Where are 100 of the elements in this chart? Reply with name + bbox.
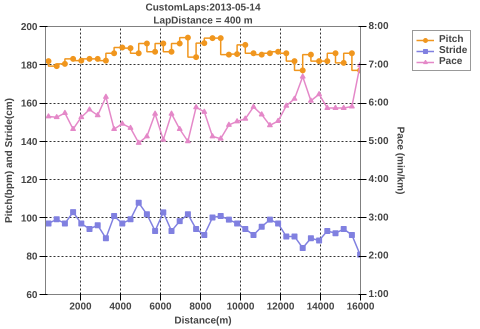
point — [275, 220, 282, 226]
point — [258, 52, 265, 58]
point — [119, 44, 126, 51]
point — [54, 216, 60, 222]
point — [234, 118, 240, 124]
point — [78, 58, 84, 64]
point — [210, 35, 216, 42]
point — [176, 218, 183, 224]
point — [348, 103, 355, 108]
point — [128, 216, 134, 222]
point — [283, 50, 290, 56]
point — [210, 132, 216, 138]
point — [300, 73, 306, 79]
x-tick-label: 6000 — [149, 302, 172, 312]
point — [308, 235, 314, 242]
point — [144, 132, 150, 138]
point — [226, 52, 232, 58]
point — [332, 50, 338, 56]
point — [128, 45, 134, 52]
point — [234, 220, 240, 226]
y-tick-label: 120 — [20, 175, 38, 186]
point — [324, 58, 330, 64]
point — [193, 104, 200, 110]
point — [168, 110, 174, 116]
point — [266, 122, 273, 128]
point — [201, 40, 208, 46]
point — [144, 40, 150, 47]
y-tick-label: 140 — [20, 136, 38, 148]
point — [152, 228, 158, 234]
point — [62, 220, 68, 226]
y2-axis-title: Pace (min/km) — [394, 126, 406, 194]
legend-label: Pace — [439, 56, 462, 67]
point — [62, 60, 68, 67]
point — [176, 40, 183, 47]
point — [324, 228, 330, 234]
point — [136, 140, 142, 145]
point — [210, 214, 216, 221]
point — [242, 226, 248, 232]
point — [266, 50, 273, 56]
legend-label: Stride — [439, 45, 468, 56]
point — [70, 209, 76, 216]
point — [176, 126, 183, 132]
y2-tick-label: 8:00 — [368, 21, 389, 32]
point — [70, 126, 76, 132]
point — [193, 226, 200, 232]
point — [308, 97, 314, 103]
x-tick-label: 2000 — [69, 302, 92, 312]
point — [94, 112, 101, 118]
point — [119, 120, 126, 126]
x-tick-label: 10000 — [226, 302, 255, 312]
point — [332, 104, 338, 110]
point — [184, 138, 191, 144]
x-tick-label: 12000 — [266, 302, 295, 312]
y2-tick-label: 4:00 — [368, 174, 389, 186]
point — [119, 220, 126, 226]
point — [275, 118, 282, 124]
point — [152, 110, 158, 116]
point — [218, 35, 224, 42]
y-tick-label: 160 — [20, 98, 38, 110]
point — [78, 114, 84, 120]
point — [258, 111, 265, 116]
point — [102, 58, 109, 64]
point — [86, 226, 92, 232]
point — [242, 115, 248, 121]
x-tick-label: 4000 — [109, 302, 132, 312]
point — [275, 48, 282, 55]
point — [292, 233, 298, 240]
point — [340, 104, 347, 110]
point — [184, 211, 191, 218]
x-tick-label: 8000 — [189, 302, 212, 312]
y-tick-label: 100 — [20, 213, 38, 224]
point — [111, 50, 118, 56]
point — [283, 233, 290, 240]
y2-tick-label: 1:00 — [368, 289, 389, 300]
point — [46, 58, 52, 64]
point — [332, 230, 338, 236]
y-tick-label: 80 — [26, 252, 38, 263]
point — [250, 50, 256, 56]
point — [78, 220, 84, 226]
point — [316, 238, 322, 244]
point — [201, 232, 208, 238]
y-tick-label: 60 — [26, 290, 38, 301]
legend-label: Pitch — [439, 34, 464, 45]
point — [54, 114, 60, 120]
point — [258, 224, 265, 230]
point — [201, 108, 208, 114]
point — [70, 56, 76, 62]
y2-tick-label: 2:00 — [368, 250, 389, 262]
point — [283, 102, 290, 108]
point — [136, 50, 142, 56]
y-tick-label: 180 — [20, 60, 38, 72]
point — [46, 220, 52, 226]
point — [292, 58, 298, 64]
point — [86, 56, 92, 62]
point — [292, 95, 298, 101]
point — [226, 122, 232, 127]
point — [168, 48, 174, 55]
point — [250, 104, 256, 109]
y2-tick-label: 7:00 — [368, 59, 389, 70]
point — [226, 216, 232, 223]
